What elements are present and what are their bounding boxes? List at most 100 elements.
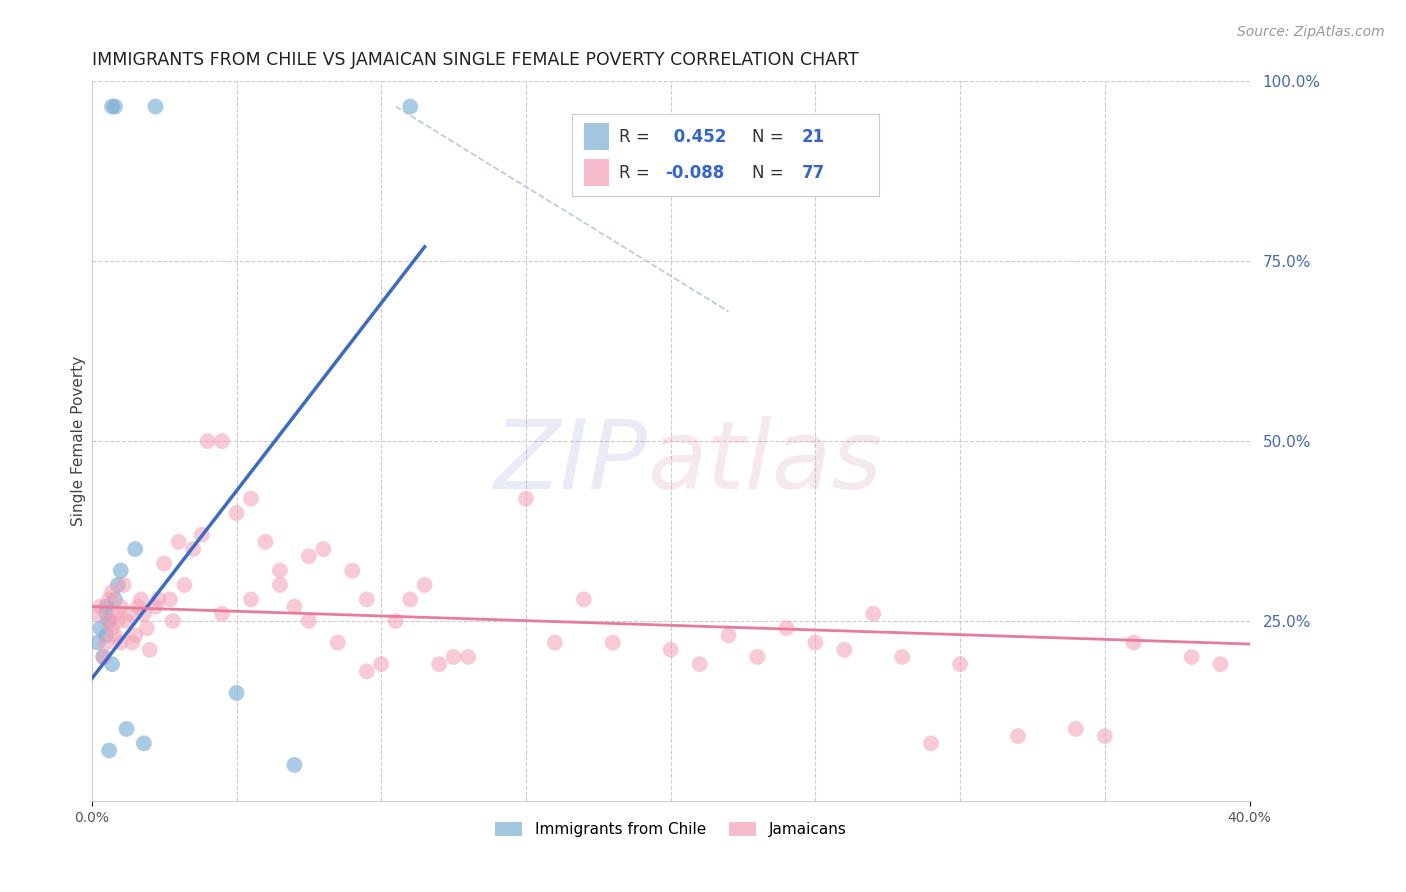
Point	[515, 491, 537, 506]
Point	[135, 621, 157, 635]
Point	[138, 642, 160, 657]
Point	[132, 736, 155, 750]
Point	[101, 585, 124, 599]
Point	[115, 722, 138, 736]
Point	[384, 614, 406, 628]
Point	[96, 599, 118, 614]
Point	[191, 527, 214, 541]
Point	[104, 628, 127, 642]
Point	[1094, 729, 1116, 743]
Point	[89, 599, 111, 614]
Point	[162, 614, 184, 628]
Text: atlas: atlas	[648, 417, 883, 509]
Legend: Immigrants from Chile, Jamaicans: Immigrants from Chile, Jamaicans	[489, 816, 852, 844]
Point	[834, 642, 856, 657]
Point	[1209, 657, 1232, 672]
Point	[862, 607, 884, 621]
Point	[240, 592, 263, 607]
Point	[98, 743, 121, 757]
Point	[173, 578, 195, 592]
Point	[457, 650, 479, 665]
Point	[211, 607, 233, 621]
Point	[121, 635, 143, 649]
Point	[298, 549, 321, 564]
Point	[342, 564, 364, 578]
Point	[159, 592, 181, 607]
Bar	[583, 123, 609, 151]
Point	[107, 614, 129, 628]
Text: N =: N =	[752, 128, 789, 145]
Point	[399, 592, 422, 607]
Point	[544, 635, 567, 649]
Point	[254, 534, 277, 549]
Point	[413, 578, 436, 592]
Point	[747, 650, 769, 665]
Point	[98, 592, 121, 607]
Point	[717, 628, 740, 642]
Point	[240, 491, 263, 506]
Point	[96, 635, 118, 649]
Point	[101, 99, 124, 113]
Point	[148, 592, 170, 607]
Point	[93, 650, 115, 665]
Point	[312, 542, 335, 557]
Bar	[583, 159, 609, 186]
Point	[775, 621, 797, 635]
Point	[145, 599, 167, 614]
Point	[269, 578, 291, 592]
Text: -0.088: -0.088	[665, 164, 724, 182]
Point	[86, 635, 108, 649]
Point	[443, 650, 465, 665]
Point	[1181, 650, 1204, 665]
Point	[110, 564, 132, 578]
Point	[127, 599, 149, 614]
Point	[167, 534, 190, 549]
Point	[93, 650, 115, 665]
Point	[115, 614, 138, 628]
Text: ZIP: ZIP	[494, 417, 648, 509]
Point	[98, 614, 121, 628]
Point	[269, 564, 291, 578]
Point	[891, 650, 914, 665]
Text: 0.452: 0.452	[668, 128, 727, 145]
Point	[659, 642, 682, 657]
Point	[96, 607, 118, 621]
Point	[89, 621, 111, 635]
Point	[1064, 722, 1087, 736]
Point	[101, 621, 124, 635]
Point	[104, 99, 127, 113]
Point	[356, 592, 378, 607]
Y-axis label: Single Female Poverty: Single Female Poverty	[72, 356, 86, 526]
Point	[110, 635, 132, 649]
Point	[602, 635, 624, 649]
Text: IMMIGRANTS FROM CHILE VS JAMAICAN SINGLE FEMALE POVERTY CORRELATION CHART: IMMIGRANTS FROM CHILE VS JAMAICAN SINGLE…	[91, 51, 859, 69]
Point	[1122, 635, 1144, 649]
Text: Source: ZipAtlas.com: Source: ZipAtlas.com	[1237, 25, 1385, 39]
Text: N =: N =	[752, 164, 789, 182]
FancyBboxPatch shape	[572, 113, 879, 196]
Text: 21: 21	[801, 128, 824, 145]
Point	[124, 628, 146, 642]
Point	[1007, 729, 1029, 743]
Point	[356, 665, 378, 679]
Point	[110, 599, 132, 614]
Point	[112, 578, 135, 592]
Point	[949, 657, 972, 672]
Point	[572, 592, 595, 607]
Point	[370, 657, 392, 672]
Point	[153, 557, 176, 571]
Point	[399, 99, 422, 113]
Point	[298, 614, 321, 628]
Point	[283, 599, 305, 614]
Point	[104, 607, 127, 621]
Point	[920, 736, 942, 750]
Point	[96, 628, 118, 642]
Point	[211, 434, 233, 449]
Point	[427, 657, 450, 672]
Point	[225, 506, 247, 520]
Point	[132, 607, 155, 621]
Text: R =: R =	[619, 164, 655, 182]
Point	[145, 99, 167, 113]
Point	[101, 657, 124, 672]
Point	[283, 758, 305, 772]
